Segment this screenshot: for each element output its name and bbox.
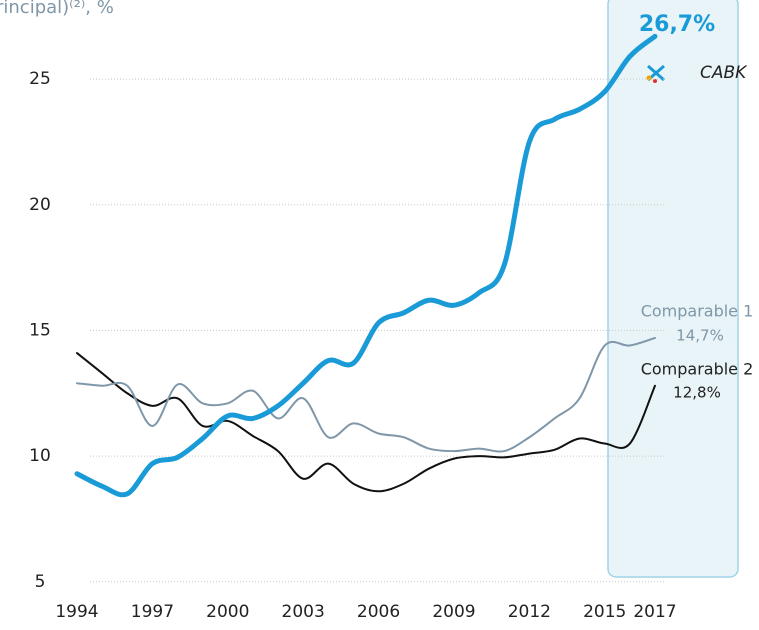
y-tick-label: 10 <box>29 446 51 466</box>
x-tick-label: 2015 <box>583 602 626 622</box>
series-line <box>76 352 656 493</box>
x-tick-label: 2012 <box>508 602 551 622</box>
chart-title: rincipal)⁽²⁾, % <box>0 0 114 18</box>
legend-label: CABK <box>700 63 748 83</box>
series-line <box>76 336 656 453</box>
y-tick-label: 20 <box>29 195 51 215</box>
end-value-label: 26,7% <box>639 12 715 37</box>
legend-label: Comparable 2 <box>641 360 754 379</box>
x-tick-label: 2003 <box>282 602 325 622</box>
end-value-label: 14,7% <box>676 327 724 345</box>
x-tick-label: 2017 <box>633 602 676 622</box>
end-value-label: 12,8% <box>673 384 721 402</box>
x-tick-label: 2009 <box>432 602 475 622</box>
y-tick-label: 5 <box>35 572 46 592</box>
cabk-logo <box>646 64 665 83</box>
x-tick-label: 2000 <box>206 602 249 622</box>
y-tick-label: 15 <box>29 320 51 340</box>
highlight-box <box>607 0 739 578</box>
x-tick-label: 1997 <box>131 602 174 622</box>
y-tick-label: 25 <box>29 69 51 89</box>
series-line <box>74 33 658 498</box>
legend-label: Comparable 1 <box>641 302 754 321</box>
x-tick-label: 1994 <box>55 602 98 622</box>
x-tick-label: 2006 <box>357 602 400 622</box>
